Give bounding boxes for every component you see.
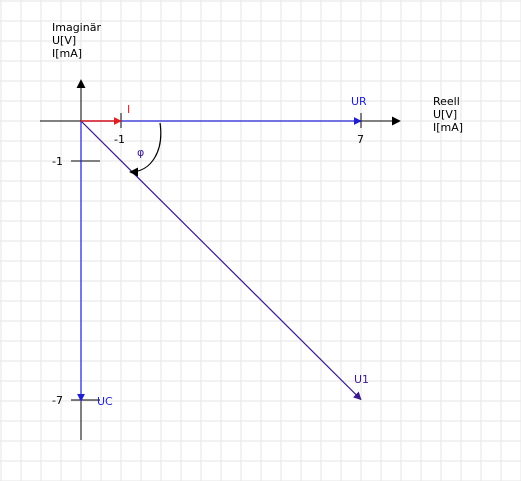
phasor-label-i: I [127,103,130,116]
phasor-u1 [80,120,362,401]
phasor-label-u1: U1 [354,373,369,386]
angle-arc [129,122,162,177]
phasor-label-uc: UC [97,395,113,408]
real-axis-unit-u: U[V] [433,108,457,121]
tick-label-imag-7: -7 [52,394,63,407]
imag-axis-unit-u: U[V] [52,34,76,47]
real-axis-title: Reell [433,95,460,108]
tick-label-real-1: -1 [114,133,125,146]
imag-axis-unit-i: I[mA] [52,47,82,60]
phasor-label-ur: UR [351,95,367,108]
tick-label-imag-1: -1 [52,155,63,168]
real-axis-unit-i: I[mA] [433,121,463,134]
imag-axis-title: Imaginär [52,21,101,34]
angle-label-phi: φ [137,146,144,159]
tick-label-real-7: 7 [357,133,364,146]
